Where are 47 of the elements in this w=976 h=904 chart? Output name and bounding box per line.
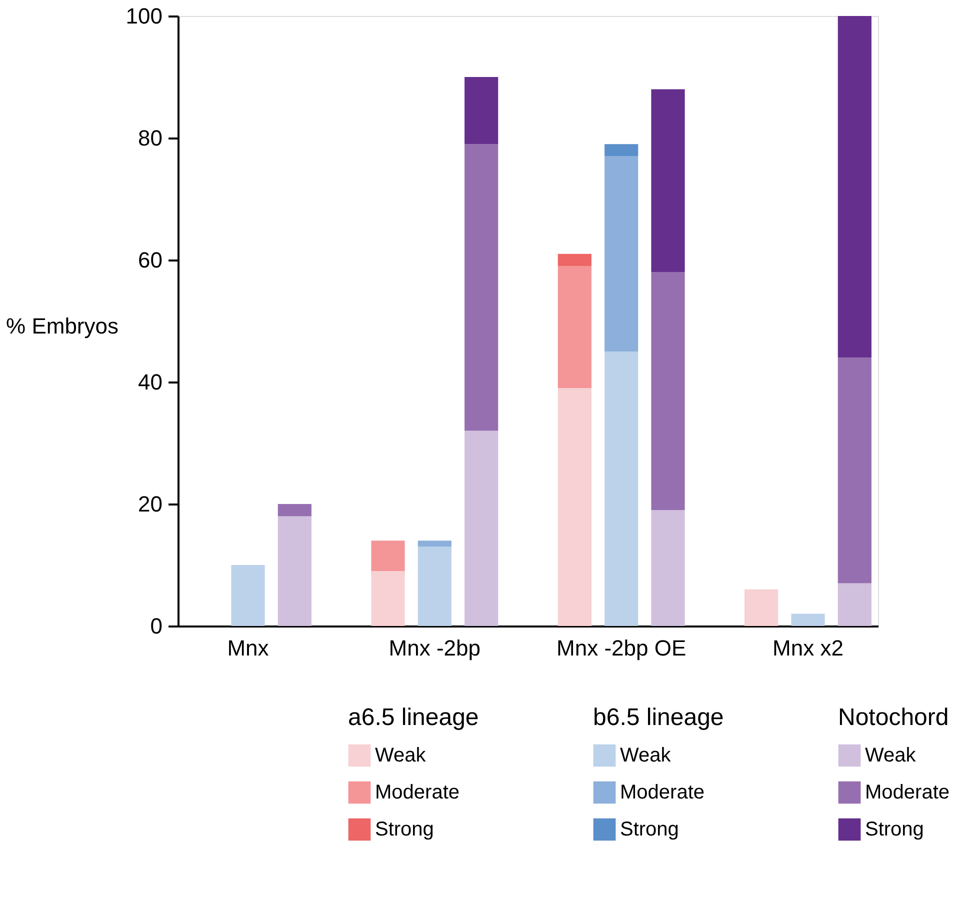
x-tick-label: Mnx	[227, 636, 269, 660]
bar	[604, 156, 638, 352]
bar	[838, 583, 872, 626]
bar	[418, 540, 452, 547]
bar	[371, 540, 405, 572]
bar	[604, 352, 638, 626]
y-tick-label: 0	[150, 614, 162, 638]
bar	[418, 546, 452, 626]
bar	[464, 77, 498, 144]
bar	[744, 589, 778, 626]
x-tick-label: Mnx x2	[772, 636, 844, 660]
bar	[604, 144, 638, 156]
bar	[558, 254, 592, 266]
bar	[231, 565, 265, 626]
y-tick-label: 40	[138, 370, 162, 394]
legend-label: Weak	[865, 744, 917, 766]
bar	[651, 89, 685, 272]
bar	[558, 266, 592, 388]
bar	[464, 144, 498, 431]
legend-label: Strong	[620, 818, 679, 840]
text: a6.5 lineage	[348, 704, 479, 731]
bar	[651, 272, 685, 510]
legend-label: Moderate	[865, 782, 950, 804]
y-tick-label: 80	[138, 126, 162, 150]
text: b6.5 lineage	[593, 704, 724, 731]
bar	[371, 571, 405, 626]
y-axis-title: % Embryos	[6, 314, 118, 338]
bar	[838, 16, 872, 358]
y-tick-label: 100	[126, 4, 162, 28]
y-tick-label: 20	[138, 492, 162, 516]
x-tick-label: Mnx -2bp OE	[556, 636, 686, 660]
bar	[278, 516, 312, 626]
legend-label: Weak	[620, 744, 672, 766]
bar	[558, 388, 592, 626]
legend-label: Strong	[375, 818, 434, 840]
x-tick-label: Mnx -2bp	[388, 636, 481, 660]
bar	[278, 504, 312, 516]
legend-label: Strong	[865, 818, 924, 840]
legend-label: Moderate	[620, 782, 704, 804]
legend-label: Moderate	[375, 782, 460, 804]
text: Notochord	[838, 704, 949, 731]
bar	[464, 430, 498, 626]
bar	[838, 358, 872, 584]
legend-label: Weak	[375, 744, 427, 766]
bar	[651, 510, 685, 626]
y-tick-label: 60	[138, 248, 162, 272]
bar	[791, 614, 825, 626]
